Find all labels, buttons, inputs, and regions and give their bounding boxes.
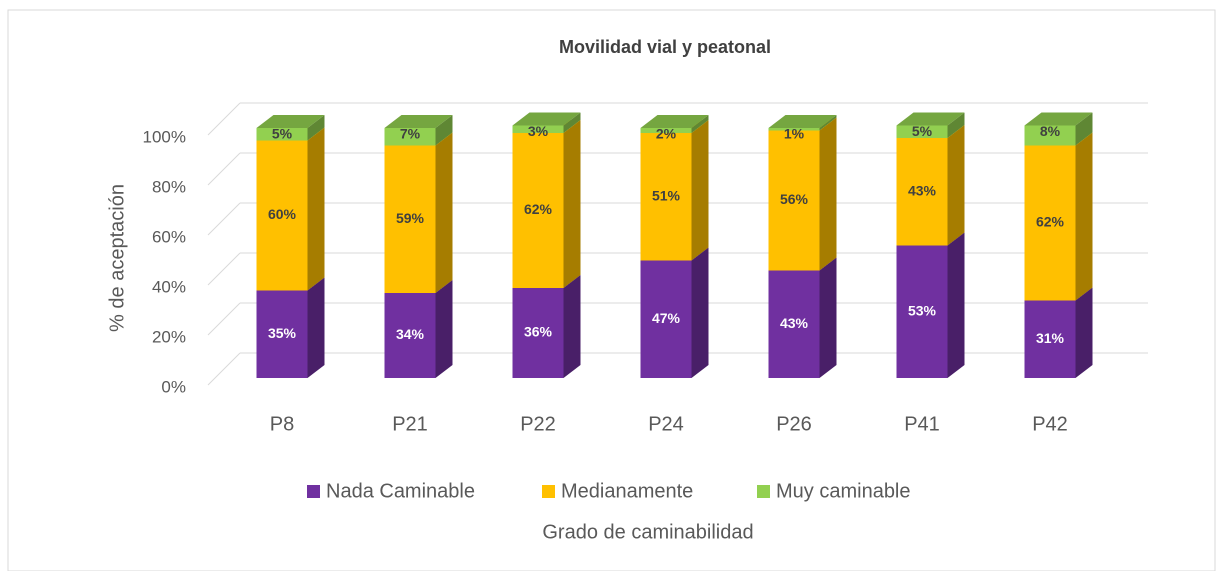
bar-side (563, 120, 581, 288)
bar-side (691, 120, 709, 261)
data-label: 56% (780, 191, 809, 207)
y-axis-title: % de aceptación (106, 184, 128, 332)
data-label: 60% (268, 206, 297, 222)
bar-front (768, 270, 820, 378)
bar-side (307, 115, 325, 141)
legend-swatch (542, 485, 555, 498)
data-label: 7% (400, 126, 421, 142)
bar-top (640, 115, 709, 128)
legend-swatch (757, 485, 770, 498)
bar-side (1075, 287, 1093, 378)
chart-title: Movilidad vial y peatonal (559, 37, 771, 57)
data-label: 43% (780, 315, 809, 331)
bar-front (1024, 300, 1076, 378)
grid-line-depth (207, 152, 241, 186)
bar-top (512, 112, 581, 126)
data-label: 62% (524, 201, 553, 217)
bar-side (1075, 112, 1093, 146)
bar-front (512, 133, 564, 288)
bar-front (896, 245, 948, 378)
data-label: 36% (524, 324, 553, 340)
data-label: 8% (1040, 123, 1061, 139)
legend-label: Medianamente (561, 480, 693, 502)
y-tick-label: 20% (152, 327, 186, 346)
bar-side (947, 112, 965, 138)
bar-side (307, 277, 325, 378)
y-tick-label: 0% (161, 377, 186, 396)
data-label: 5% (272, 126, 293, 142)
data-label: 43% (908, 182, 937, 198)
bar-top (896, 112, 965, 126)
bar-front (256, 128, 308, 141)
bar-side (947, 125, 965, 246)
bar-front (256, 290, 308, 378)
data-label: 53% (908, 302, 937, 318)
bar-top (1024, 112, 1093, 126)
grid-line-depth (207, 252, 241, 286)
x-tick-label: P8 (270, 413, 294, 435)
legend-swatch (307, 485, 320, 498)
bar-front (384, 293, 436, 378)
bar-front (384, 128, 436, 146)
legend-label: Nada Caminable (326, 480, 475, 502)
y-tick-label: 60% (152, 227, 186, 246)
bar-front (640, 260, 692, 378)
bar-side (1075, 132, 1093, 301)
bar-side (435, 132, 453, 293)
data-label: 34% (396, 326, 425, 342)
data-label: 5% (912, 123, 933, 139)
bar-front (768, 130, 820, 271)
x-tick-label: P26 (776, 413, 812, 435)
bar-side (819, 257, 837, 378)
grid-line-depth (207, 352, 241, 386)
x-tick-label: P41 (904, 413, 940, 435)
bar-side (435, 280, 453, 378)
bar-side (819, 117, 837, 271)
bar-front (256, 140, 308, 291)
data-label: 59% (396, 210, 425, 226)
bar-top (256, 115, 325, 128)
data-label: 1% (784, 126, 805, 142)
data-label: 35% (268, 325, 297, 341)
bar-side (307, 127, 325, 291)
bar-side (563, 275, 581, 378)
data-label: 2% (656, 126, 677, 142)
y-tick-label: 40% (152, 277, 186, 296)
grid-line-depth (207, 302, 241, 336)
grid-line-depth (207, 102, 241, 136)
bar-front (896, 125, 948, 138)
bar-side (435, 115, 453, 146)
bar-side (819, 115, 837, 131)
bar-front (1024, 145, 1076, 301)
x-tick-label: P42 (1032, 413, 1068, 435)
legend-label: Muy caminable (776, 480, 911, 502)
data-label: 3% (528, 123, 549, 139)
data-label: 62% (1036, 214, 1065, 230)
x-tick-label: P22 (520, 413, 556, 435)
bar-front (896, 138, 948, 246)
bar-top (384, 115, 453, 128)
bar-top (768, 115, 837, 128)
x-tick-label: P24 (648, 413, 684, 435)
bar-front (512, 288, 564, 378)
bar-front (640, 128, 692, 133)
bar-front (384, 145, 436, 293)
data-label: 31% (1036, 330, 1065, 346)
grid-line-depth (207, 202, 241, 236)
x-axis-title: Grado de caminabilidad (542, 521, 753, 543)
bar-side (691, 115, 709, 133)
bar-side (563, 112, 581, 133)
bar-side (947, 232, 965, 378)
bar-front (640, 133, 692, 261)
bar-front (768, 128, 820, 131)
y-tick-label: 80% (152, 177, 186, 196)
bar-front (1024, 125, 1076, 146)
y-tick-label: 100% (143, 127, 186, 146)
bar-front (512, 125, 564, 133)
data-label: 51% (652, 187, 681, 203)
x-tick-label: P21 (392, 413, 428, 435)
bar-side (691, 247, 709, 378)
data-label: 47% (652, 310, 681, 326)
